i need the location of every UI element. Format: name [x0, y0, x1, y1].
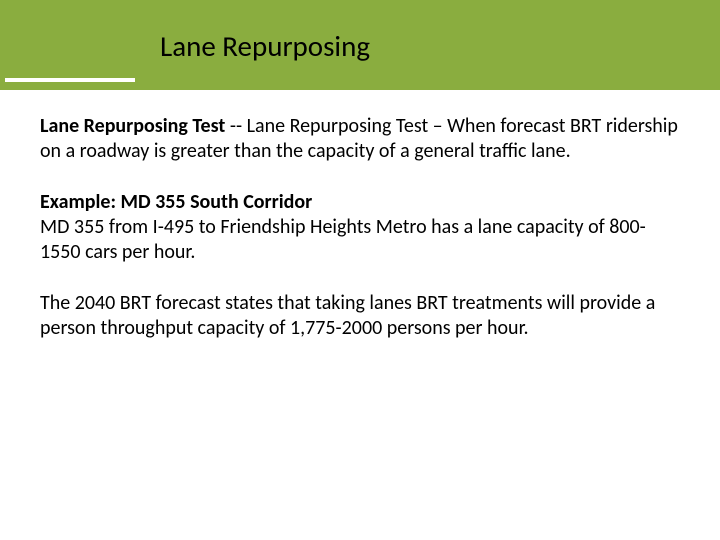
definition-term: Lane Repurposing Test	[40, 114, 230, 138]
example-text: MD 355 from I-495 to Friendship Heights …	[40, 215, 646, 264]
header-band: Lane Repurposing	[0, 0, 720, 90]
content-area: Lane Repurposing Test -- Lane Repurposin…	[0, 90, 720, 341]
example-heading: Example: MD 355 South Corridor	[40, 190, 312, 214]
paragraph-example: Example: MD 355 South Corridor MD 355 fr…	[40, 190, 680, 265]
forecast-text: The 2040 BRT forecast states that taking…	[40, 291, 655, 340]
header-underline	[5, 78, 135, 82]
paragraph-forecast: The 2040 BRT forecast states that taking…	[40, 291, 680, 341]
paragraph-definition: Lane Repurposing Test -- Lane Repurposin…	[40, 114, 680, 164]
slide-title: Lane Repurposing	[160, 28, 370, 64]
